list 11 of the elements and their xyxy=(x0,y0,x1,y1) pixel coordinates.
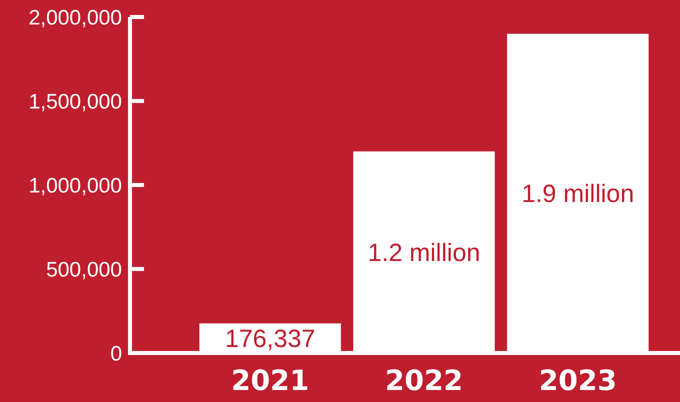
data-label: 1.2 million xyxy=(368,238,480,267)
y-tick-label: 2,000,000 xyxy=(28,6,122,30)
y-tick-label: 500,000 xyxy=(46,258,122,282)
x-tick-label: 2023 xyxy=(538,364,617,397)
x-tick-label: 2021 xyxy=(231,364,310,397)
y-tick-label: 1,500,000 xyxy=(28,90,122,114)
data-label: 176,337 xyxy=(224,324,316,353)
y-tick-label: 0 xyxy=(110,342,122,366)
x-tick-label: 2022 xyxy=(385,364,463,397)
data-label: 1.9 million xyxy=(522,180,634,208)
y-tick-label: 1,000,000 xyxy=(28,174,122,198)
